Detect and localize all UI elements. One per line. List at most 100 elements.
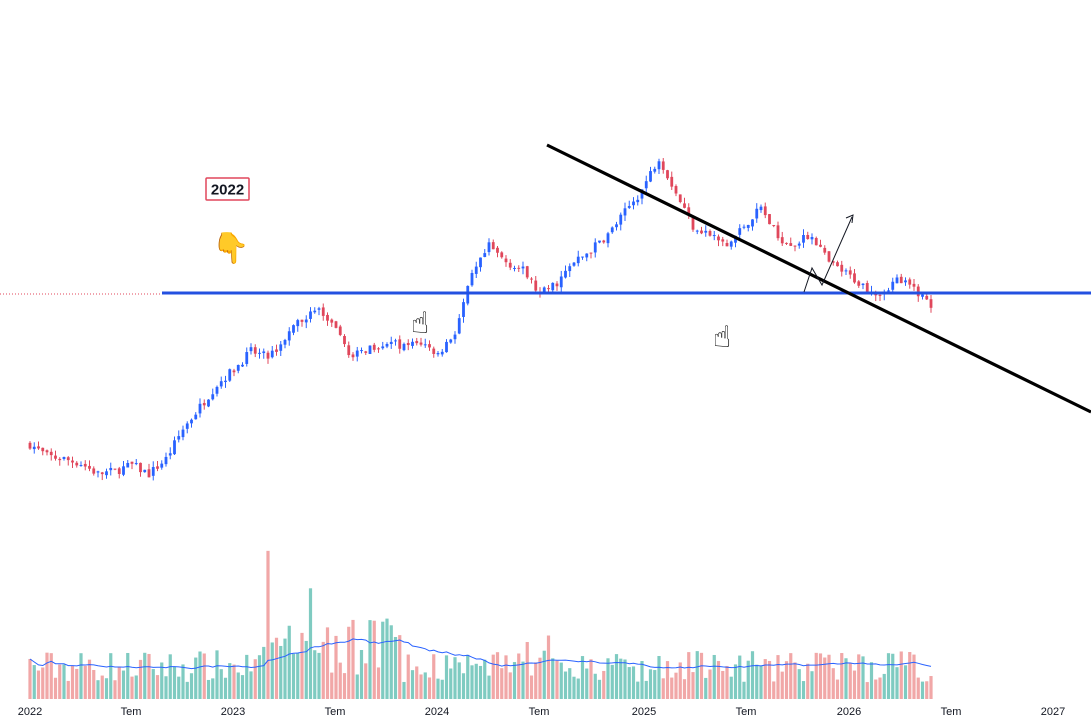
- candle-body-164[interactable]: [725, 242, 729, 247]
- candle-body-100[interactable]: [453, 334, 457, 340]
- candle-body-105[interactable]: [474, 266, 478, 274]
- candle-body-22[interactable]: [122, 466, 125, 475]
- candle-body-129[interactable]: [576, 256, 580, 264]
- candle-body-197[interactable]: [865, 283, 869, 292]
- candle-body-176[interactable]: [776, 225, 780, 239]
- candle-body-169[interactable]: [746, 224, 750, 228]
- candle-body-149[interactable]: [661, 161, 665, 170]
- candle-body-4[interactable]: [45, 450, 49, 453]
- candle-body-72[interactable]: [334, 321, 338, 328]
- candle-body-194[interactable]: [853, 273, 856, 283]
- candle-body-20[interactable]: [113, 468, 117, 470]
- candle-body-96[interactable]: [436, 353, 440, 355]
- candle-body-2[interactable]: [37, 446, 40, 449]
- candle-body-209[interactable]: [916, 286, 920, 297]
- candle-body-151[interactable]: [670, 176, 674, 187]
- candle-body-24[interactable]: [130, 461, 134, 464]
- candle-body-45[interactable]: [219, 381, 223, 387]
- candle-body-111[interactable]: [500, 252, 504, 258]
- candle-body-137[interactable]: [610, 227, 614, 233]
- candle-body-3[interactable]: [41, 447, 45, 452]
- candle-body-155[interactable]: [687, 207, 691, 216]
- candle-body-64[interactable]: [300, 319, 304, 322]
- candle-body-71[interactable]: [330, 319, 334, 323]
- candle-body-75[interactable]: [347, 345, 351, 356]
- candle-body-175[interactable]: [772, 225, 776, 227]
- candle-body-41[interactable]: [202, 403, 206, 406]
- candle-body-211[interactable]: [925, 295, 929, 300]
- candle-body-26[interactable]: [139, 462, 142, 473]
- candle-body-62[interactable]: [292, 325, 295, 333]
- candle-body-49[interactable]: [236, 364, 240, 371]
- candle-body-154[interactable]: [683, 203, 686, 208]
- candle-body-141[interactable]: [627, 206, 631, 208]
- candle-body-27[interactable]: [143, 469, 147, 473]
- candle-body-52[interactable]: [249, 347, 253, 352]
- candle-body-7[interactable]: [58, 458, 62, 461]
- candle-body-48[interactable]: [232, 370, 236, 373]
- candle-body-202[interactable]: [887, 290, 890, 292]
- candle-body-86[interactable]: [394, 340, 397, 342]
- candle-body-54[interactable]: [258, 352, 261, 354]
- candle-body-5[interactable]: [49, 451, 53, 456]
- candle-body-136[interactable]: [606, 233, 610, 244]
- candle-body-60[interactable]: [283, 339, 287, 345]
- candle-body-87[interactable]: [398, 339, 402, 349]
- candle-body-43[interactable]: [211, 394, 215, 400]
- candle-body-147[interactable]: [653, 168, 657, 172]
- candle-body-91[interactable]: [415, 341, 419, 344]
- candle-body-10[interactable]: [71, 460, 74, 463]
- candle-body-30[interactable]: [156, 466, 159, 469]
- candle-body-101[interactable]: [457, 318, 461, 334]
- candle-body-21[interactable]: [117, 468, 121, 474]
- candle-body-192[interactable]: [844, 270, 848, 272]
- candle-body-179[interactable]: [789, 243, 793, 246]
- candle-body-15[interactable]: [92, 468, 96, 474]
- candle-body-204[interactable]: [895, 277, 899, 284]
- candle-body-77[interactable]: [355, 350, 359, 357]
- candle-body-37[interactable]: [185, 423, 189, 429]
- candle-body-89[interactable]: [406, 342, 410, 346]
- candle-body-18[interactable]: [105, 471, 108, 476]
- candle-body-40[interactable]: [198, 403, 202, 414]
- candle-body-208[interactable]: [912, 283, 916, 287]
- candle-body-113[interactable]: [508, 262, 512, 268]
- candle-body-79[interactable]: [364, 351, 368, 353]
- candle-body-182[interactable]: [802, 235, 805, 243]
- candle-body-98[interactable]: [445, 341, 448, 353]
- candle-body-31[interactable]: [160, 463, 164, 468]
- candle-body-167[interactable]: [738, 228, 742, 235]
- candle-body-74[interactable]: [343, 336, 346, 345]
- candle-body-189[interactable]: [831, 261, 835, 263]
- candle-body-187[interactable]: [823, 247, 827, 253]
- candle-body-12[interactable]: [79, 465, 83, 467]
- candle-body-124[interactable]: [555, 283, 559, 287]
- candle-body-76[interactable]: [351, 354, 355, 358]
- candle-body-160[interactable]: [708, 231, 712, 236]
- candle-body-13[interactable]: [83, 463, 87, 467]
- candle-body-84[interactable]: [385, 344, 389, 347]
- candle-body-131[interactable]: [585, 253, 589, 258]
- candle-body-99[interactable]: [449, 339, 453, 343]
- candle-body-116[interactable]: [521, 266, 525, 269]
- candle-body-11[interactable]: [75, 462, 79, 466]
- candle-body-25[interactable]: [134, 463, 138, 465]
- candle-body-53[interactable]: [253, 347, 257, 354]
- candle-body-190[interactable]: [836, 262, 839, 267]
- candle-body-118[interactable]: [530, 278, 533, 280]
- candle-body-188[interactable]: [827, 251, 831, 262]
- candle-body-140[interactable]: [623, 208, 627, 216]
- candle-body-174[interactable]: [768, 214, 771, 225]
- candle-body-63[interactable]: [296, 320, 300, 327]
- candle-body-34[interactable]: [173, 440, 176, 455]
- candle-body-46[interactable]: [224, 380, 227, 383]
- candle-body-85[interactable]: [389, 341, 393, 345]
- candle-body-110[interactable]: [496, 247, 499, 253]
- candle-body-133[interactable]: [593, 242, 597, 253]
- candle-body-35[interactable]: [177, 436, 181, 440]
- candle-body-159[interactable]: [704, 230, 708, 233]
- candle-body-171[interactable]: [755, 208, 759, 219]
- candle-body-126[interactable]: [564, 270, 567, 278]
- candle-body-112[interactable]: [504, 258, 508, 263]
- candle-body-92[interactable]: [419, 342, 423, 345]
